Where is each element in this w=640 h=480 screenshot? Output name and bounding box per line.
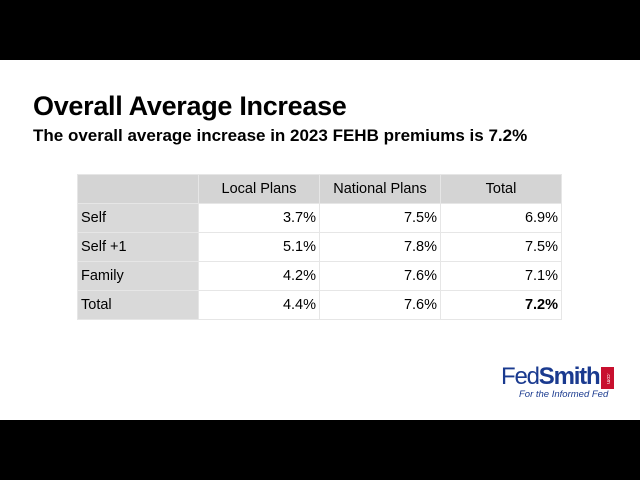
table-row: Family 4.2% 7.6% 7.1% — [77, 261, 562, 291]
cell-self-national: 7.5% — [319, 203, 441, 233]
premium-increase-table: Local Plans National Plans Total Self 3.… — [77, 174, 562, 320]
slide-title: Overall Average Increase — [33, 91, 347, 121]
row-label-family: Family — [77, 261, 199, 291]
cell-self-total: 6.9% — [440, 203, 562, 233]
row-label-total: Total — [77, 290, 199, 320]
cell-family-total: 7.1% — [440, 261, 562, 291]
row-label-self-plus-one: Self +1 — [77, 232, 199, 262]
cell-family-local: 4.2% — [198, 261, 320, 291]
table-row: Self +1 5.1% 7.8% 7.5% — [77, 232, 562, 262]
cell-total-local: 4.4% — [198, 290, 320, 320]
table-row: Total 4.4% 7.6% 7.2% — [77, 290, 562, 320]
fedsmith-logo: FedSmith .com For the Informed Fed — [501, 365, 615, 403]
cell-total-national: 7.6% — [319, 290, 441, 320]
slide-subtitle: The overall average increase in 2023 FEH… — [33, 126, 528, 145]
cell-self-plus-one-local: 5.1% — [198, 232, 320, 262]
logo-fed-text: Fed — [501, 363, 540, 390]
table-header-row: Local Plans National Plans Total — [77, 174, 562, 204]
cell-self-plus-one-total: 7.5% — [440, 232, 562, 262]
cell-self-plus-one-national: 7.8% — [319, 232, 441, 262]
logo-tagline: For the Informed Fed — [519, 389, 609, 400]
logo-smith-text: Smith — [538, 363, 601, 390]
cell-family-national: 7.6% — [319, 261, 441, 291]
table-row: Self 3.7% 7.5% 6.9% — [77, 203, 562, 233]
logo-wordmark: FedSmith — [501, 363, 601, 390]
cell-self-local: 3.7% — [198, 203, 320, 233]
slide: Overall Average Increase The overall ave… — [0, 60, 640, 420]
header-cell-total: Total — [440, 174, 562, 204]
header-cell-national-plans: National Plans — [319, 174, 441, 204]
row-label-self: Self — [77, 203, 199, 233]
cell-total-total: 7.2% — [440, 290, 562, 320]
header-cell-empty — [77, 174, 199, 204]
logo-dotcom-badge: .com — [601, 367, 614, 389]
header-cell-local-plans: Local Plans — [198, 174, 320, 204]
